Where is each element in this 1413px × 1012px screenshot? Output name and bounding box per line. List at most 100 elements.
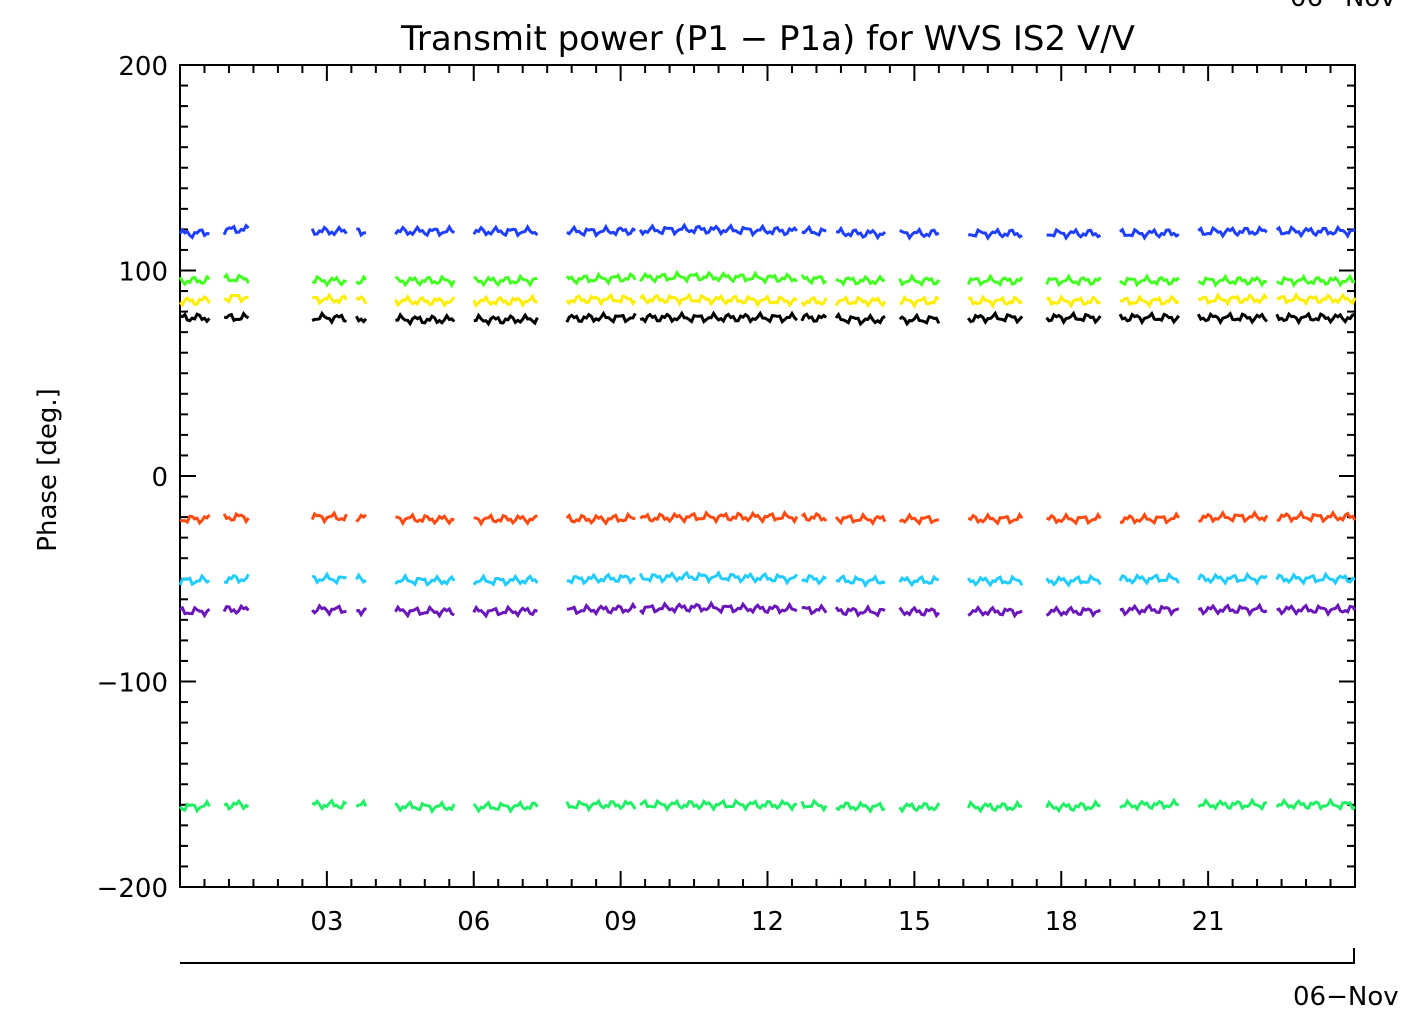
series-line [1196,571,1268,586]
series-line [178,798,211,814]
series-line [639,509,799,525]
series-1 [178,222,1356,241]
series-line [565,511,636,526]
y-tick-label: 100 [118,258,168,288]
series-line [472,604,538,619]
x-tick-label: 09 [604,907,637,937]
series-line [1119,294,1180,309]
series-line [898,226,940,241]
y-tick-label: −100 [97,669,168,699]
series-line [355,274,368,286]
series-line [639,310,799,325]
series-line [898,605,941,619]
series-line [223,293,249,304]
series-line [1045,798,1101,814]
series-7 [179,600,1357,619]
series-line [898,512,940,526]
series-line [472,573,539,587]
series-line [222,272,250,284]
series-line [834,511,887,527]
series-line [966,310,1024,325]
series-line [356,227,367,238]
series-line [639,292,798,308]
series-line [834,295,887,309]
series-line [311,292,348,306]
series-2 [178,269,1355,289]
series-line [355,295,368,305]
series-line [1046,511,1102,526]
chart-title: Transmit power (P1 − P1a) for WVS IS2 V/… [400,19,1135,59]
series-line [1045,573,1102,588]
series-6 [178,570,1356,589]
series-line [800,273,828,286]
x-tick-labels: 03 06 09 12 15 18 21 [310,907,1224,937]
series-line [1276,291,1357,307]
series-line [311,798,348,812]
series-line [1118,571,1181,586]
series-line [966,574,1024,588]
series-line [394,274,456,289]
series-line [1197,225,1268,239]
y-tick-label: 200 [118,52,168,82]
series-line [566,572,636,586]
series-line [472,273,538,288]
series-line [311,571,347,586]
x-tick-label: 06 [457,907,490,937]
series-line [356,606,368,618]
series-line [1045,310,1102,326]
series-line [223,573,250,585]
series-4 [179,310,1356,327]
series-line [800,312,828,323]
series-line [967,294,1023,309]
series-line [899,294,940,309]
series-line [835,225,887,241]
series-line [834,604,886,618]
series-line [311,603,347,617]
series-line [179,605,211,619]
series-line [565,271,637,286]
series-line [639,798,797,813]
x-tick-label: 12 [751,907,784,937]
series-line [1118,310,1180,326]
series-line [223,310,250,323]
series-line [1198,292,1269,307]
series-line [222,223,250,236]
series-line [565,292,637,307]
series-line [1119,603,1180,617]
series-line [310,225,348,237]
series-line [472,293,538,309]
y-tick-label: −200 [97,874,168,904]
series-line [898,312,941,327]
series-line [394,604,455,619]
series-line [1275,224,1356,239]
y-tick-label: 0 [151,463,168,493]
series-line [355,798,368,808]
series-line [638,222,798,238]
series-line [1046,227,1102,241]
series-line [394,224,456,238]
series-line [178,227,210,240]
series-line [801,224,827,237]
series-line [638,570,799,586]
series-line [834,311,886,327]
series-line [801,573,828,586]
series-line [835,274,886,287]
series-line [1197,602,1268,618]
series-line [178,573,211,587]
date-axis-label: 06−Nov [1293,982,1399,1012]
series-line [566,223,636,239]
plot-area [178,222,1357,815]
series-line [394,572,456,587]
series-line [1275,571,1356,586]
series-line [311,274,348,288]
series-line [473,312,539,327]
x-tick-label: 15 [898,907,931,937]
series-line [1119,227,1180,241]
series-line [354,572,367,584]
series-line [1275,797,1356,812]
series-line [1119,797,1180,812]
x-tick-label: 21 [1192,907,1225,937]
series-5 [179,509,1357,527]
axis-ticks [179,64,1356,888]
